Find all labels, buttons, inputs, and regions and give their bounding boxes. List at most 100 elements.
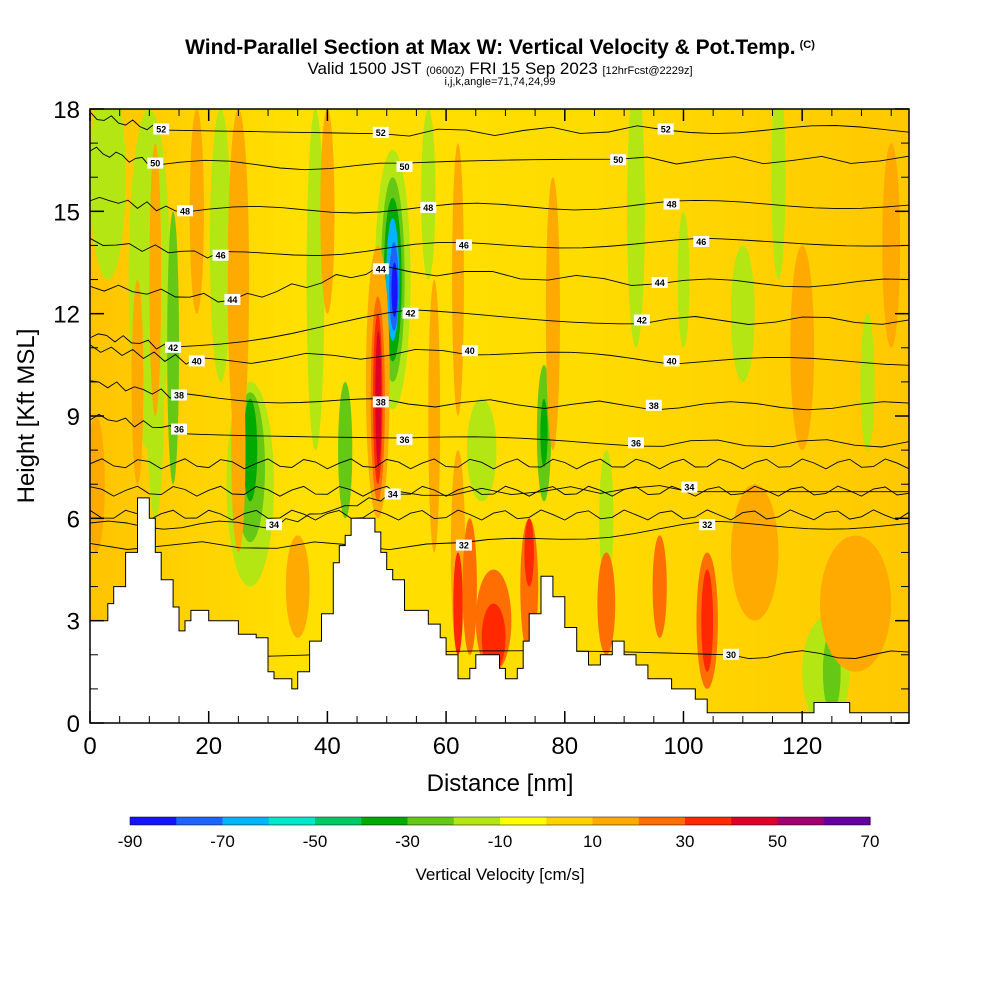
- contour-label-bg: [372, 263, 389, 275]
- x-tick-label: 0: [83, 733, 96, 760]
- x-tick-label: 60: [433, 733, 460, 760]
- x-tick-label: 80: [551, 733, 578, 760]
- colorbar-swatch: [407, 817, 455, 825]
- colorbar-tick-label: 30: [676, 832, 695, 851]
- contour-label: 34: [269, 520, 279, 530]
- contour-label: 46: [696, 237, 706, 247]
- contour-label-bg: [165, 341, 182, 353]
- contour-label-bg: [455, 539, 472, 551]
- contour-label: 50: [150, 159, 160, 169]
- colorbar-tick-label: -70: [210, 832, 235, 851]
- contour-label: 38: [649, 401, 659, 411]
- velocity-cell-27: [677, 211, 690, 348]
- contour-label: 40: [192, 356, 202, 366]
- colorbar-swatch: [361, 817, 409, 825]
- colorbar-swatch: [823, 817, 871, 825]
- contour-label: 32: [702, 520, 712, 530]
- velocity-cell-38: [462, 518, 477, 655]
- velocity-cell-19: [540, 399, 548, 468]
- contour-label: 42: [637, 316, 647, 326]
- terrain: [90, 497, 909, 723]
- valid-date: FRI 15 Sep 2023: [469, 59, 598, 78]
- velocity-cell-20: [627, 109, 645, 348]
- colorbar-swatch: [777, 817, 825, 825]
- contour-label: 42: [405, 309, 415, 319]
- velocity-cell-28: [149, 143, 162, 416]
- x-tick-label: 20: [195, 733, 222, 760]
- contour-label-bg: [147, 157, 164, 169]
- velocity-cell-56: [131, 279, 144, 485]
- colorbar-swatch: [315, 817, 362, 825]
- y-tick-label: 18: [53, 97, 80, 124]
- contour-label: 30: [726, 650, 736, 660]
- velocity-cell-22: [771, 109, 786, 280]
- chart-title-text: Wind-Parallel Section at Max W: Vertical…: [185, 36, 796, 59]
- contour-label: 48: [423, 203, 433, 213]
- theta-contour-32: [90, 520, 909, 551]
- contour-label: 40: [667, 356, 677, 366]
- velocity-cell-2: [90, 109, 126, 280]
- contour-label: 46: [216, 251, 226, 261]
- velocity-cell-29: [227, 109, 250, 451]
- y-axis-label: Height [Kft MSL]: [13, 329, 40, 504]
- contour-label-bg: [693, 236, 710, 247]
- velocity-cell-55: [731, 484, 779, 621]
- contour-label-bg: [266, 519, 282, 531]
- colorbar-tick-label: 50: [768, 832, 787, 851]
- contour-label: 36: [631, 438, 641, 448]
- colorbar-frame: [129, 816, 871, 826]
- contour-label-bg: [645, 399, 662, 411]
- colorbar-swatch: [638, 817, 686, 825]
- colorbar-title: Vertical Velocity [cm/s]: [415, 865, 584, 884]
- contour-label: 36: [174, 425, 184, 435]
- velocity-cell-3: [209, 109, 232, 382]
- velocity-cell-9: [338, 381, 353, 519]
- contour-label-bg: [224, 294, 241, 305]
- contour-label: 44: [227, 295, 237, 305]
- contour-label-bg: [628, 437, 644, 449]
- contour-label: 48: [667, 200, 677, 210]
- contour-label: 52: [376, 128, 386, 138]
- contour-label: 52: [661, 125, 671, 135]
- contour-label: 34: [684, 483, 694, 493]
- contour-label-bg: [177, 205, 193, 217]
- chart-subtitle: Valid 1500 JST (0600Z) FRI 15 Sep 2023 […: [0, 59, 1000, 79]
- contour-label: 44: [376, 264, 386, 274]
- colorbar-swatch: [592, 817, 640, 825]
- velocity-cell-49: [545, 177, 561, 451]
- colorbar-swatch: [500, 817, 547, 825]
- colorbar-swatch: [268, 817, 316, 825]
- colorbar-swatch: [685, 817, 732, 825]
- contour-label-bg: [372, 126, 389, 138]
- theta-contour-low-2: [90, 509, 909, 521]
- contour-label: 46: [459, 240, 469, 250]
- velocity-cell-15: [391, 262, 398, 318]
- contour-label-bg: [153, 123, 170, 135]
- velocity-cell-54: [820, 535, 892, 672]
- velocity-cell-37: [453, 552, 463, 655]
- y-tick-label: 0: [67, 711, 80, 738]
- contour-label: 42: [168, 343, 178, 353]
- colorbar: -90 -70 -50 -30 -10 10 30 50 70: [118, 816, 879, 851]
- x-tick-label: 100: [663, 733, 703, 760]
- contour-label-bg: [723, 648, 739, 660]
- velocity-cell-47: [428, 279, 441, 553]
- contour-label: 32: [459, 541, 469, 551]
- valid-time-zulu: (0600Z): [425, 65, 465, 77]
- velocity-cell-17: [466, 398, 497, 502]
- colorbar-swatch: [130, 817, 177, 825]
- contour-label-bg: [396, 161, 413, 172]
- contour-label-bg: [420, 201, 437, 213]
- contour-label-bg: [610, 154, 627, 166]
- velocity-cell-31: [320, 109, 335, 314]
- contour-label-bg: [384, 488, 401, 500]
- contour-label-bg: [171, 423, 187, 435]
- section-params: i,j,k,angle=71,74,24,99: [444, 76, 556, 88]
- velocity-cell-51: [882, 143, 901, 348]
- contour-label-bg: [663, 355, 680, 367]
- contour-label: 34: [388, 490, 398, 500]
- colorbar-tick-label: 10: [583, 832, 602, 851]
- y-tick-label: 12: [53, 302, 80, 329]
